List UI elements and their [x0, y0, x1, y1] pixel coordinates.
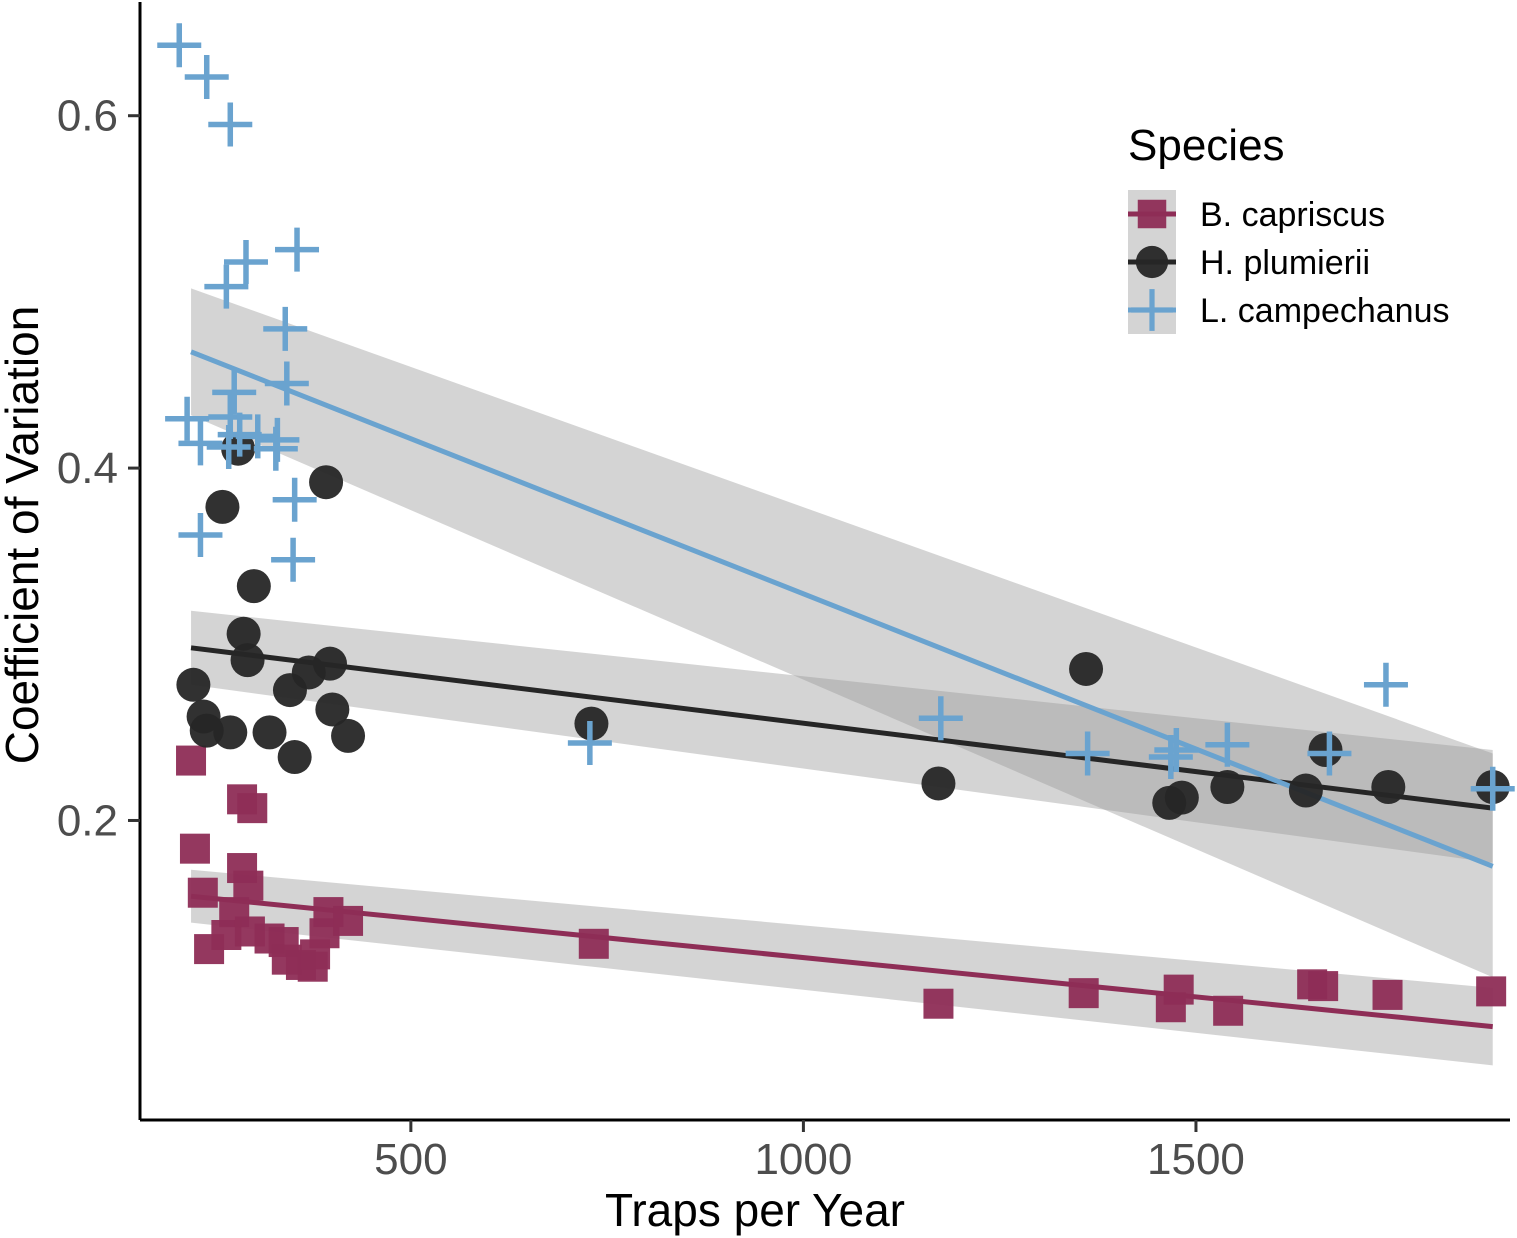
point-b-capriscus-22	[1068, 978, 1099, 1009]
point-h-plumierii-15	[315, 692, 350, 727]
y-tick-label-1: 0.4	[57, 444, 118, 493]
point-h-plumierii-3	[205, 489, 240, 524]
x-tick-label-2: 1500	[1147, 1135, 1245, 1184]
point-l-campechanus-16	[275, 227, 320, 272]
point-h-plumierii-6	[226, 616, 261, 651]
point-l-campechanus-20	[567, 720, 612, 765]
point-l-campechanus-27	[1363, 662, 1408, 707]
point-l-campechanus-4	[178, 421, 223, 466]
x-tick-label-0: 500	[374, 1135, 447, 1184]
point-h-plumierii-22	[1210, 770, 1245, 804]
point-h-plumierii-16	[331, 718, 366, 753]
point-l-campechanus-25	[1205, 722, 1250, 767]
fit-line-b-capriscus	[190, 893, 1493, 1030]
point-b-capriscus-0	[176, 745, 207, 776]
y-axis-title: Coefficient of Variation	[0, 306, 48, 765]
point-h-plumierii-25	[1371, 770, 1406, 804]
point-h-plumierii-21	[1164, 780, 1199, 815]
point-l-campechanus-17	[263, 306, 308, 351]
legend: Species B. capriscus H. plumierii L. campec…	[1128, 121, 1450, 334]
point-b-capriscus-21	[923, 988, 954, 1019]
point-l-campechanus-0	[157, 23, 202, 68]
point-l-campechanus-22	[1065, 731, 1110, 776]
point-l-campechanus-1	[184, 54, 229, 99]
x-tick-label-1: 1000	[754, 1135, 852, 1184]
regression-lines	[190, 349, 1494, 1030]
point-l-campechanus-5	[178, 513, 223, 558]
point-h-plumierii-14	[312, 646, 347, 681]
point-h-plumierii-4	[213, 715, 248, 750]
point-b-capriscus-19	[333, 905, 364, 936]
point-b-capriscus-20	[578, 928, 609, 959]
point-h-plumierii-9	[252, 715, 287, 750]
point-l-campechanus-24	[1154, 728, 1199, 772]
legend-label-l-campechanus: L. campechanus	[1200, 292, 1450, 330]
x-axis-title: Traps per Year	[605, 1184, 905, 1236]
point-h-plumierii-0	[176, 667, 211, 702]
y-tick-label-2: 0.6	[57, 92, 118, 141]
point-l-campechanus-8	[212, 370, 257, 415]
point-l-campechanus-28	[1470, 766, 1515, 811]
point-b-capriscus-25	[1213, 995, 1244, 1026]
fit-line-l-campechanus	[190, 349, 1494, 869]
point-h-plumierii-7	[230, 643, 265, 678]
point-l-campechanus-14	[253, 426, 298, 471]
legend-label-h-plumierii: H. plumierii	[1200, 244, 1370, 282]
point-l-campechanus-26	[1307, 731, 1352, 776]
point-h-plumierii-13	[309, 465, 344, 500]
point-b-capriscus-8	[233, 870, 264, 901]
legend-label-b-capriscus: B. capriscus	[1200, 196, 1385, 234]
point-b-capriscus-28	[1372, 979, 1403, 1010]
point-b-capriscus-2	[187, 877, 218, 908]
point-l-campechanus-15	[264, 361, 309, 406]
point-h-plumierii-18	[921, 766, 956, 801]
point-h-plumierii-23	[1288, 773, 1323, 808]
point-b-capriscus-10	[237, 793, 268, 824]
point-h-plumierii-8	[236, 569, 271, 604]
point-l-campechanus-18	[272, 477, 317, 522]
point-h-plumierii-11	[277, 740, 312, 775]
band-b-capriscus	[191, 869, 1493, 1066]
legend-title: Species	[1128, 121, 1285, 170]
confidence-bands	[191, 288, 1493, 1066]
y-tick-label-0: 0.2	[57, 796, 118, 845]
point-l-campechanus-23	[1148, 735, 1193, 780]
point-l-campechanus-19	[271, 537, 316, 582]
data-points	[157, 23, 1515, 1026]
point-l-campechanus-7	[223, 239, 268, 284]
point-l-campechanus-21	[918, 696, 963, 741]
point-l-campechanus-2	[208, 102, 253, 147]
point-l-campechanus-11	[206, 424, 251, 469]
point-l-campechanus-3	[165, 396, 210, 441]
point-h-plumierii-19	[1069, 651, 1104, 686]
point-h-plumierii-24	[1308, 733, 1343, 767]
point-b-capriscus-27	[1308, 971, 1339, 1002]
point-b-capriscus-29	[1476, 976, 1507, 1007]
point-l-campechanus-6	[204, 264, 249, 309]
point-b-capriscus-24	[1163, 974, 1194, 1005]
point-b-capriscus-1	[179, 833, 210, 864]
